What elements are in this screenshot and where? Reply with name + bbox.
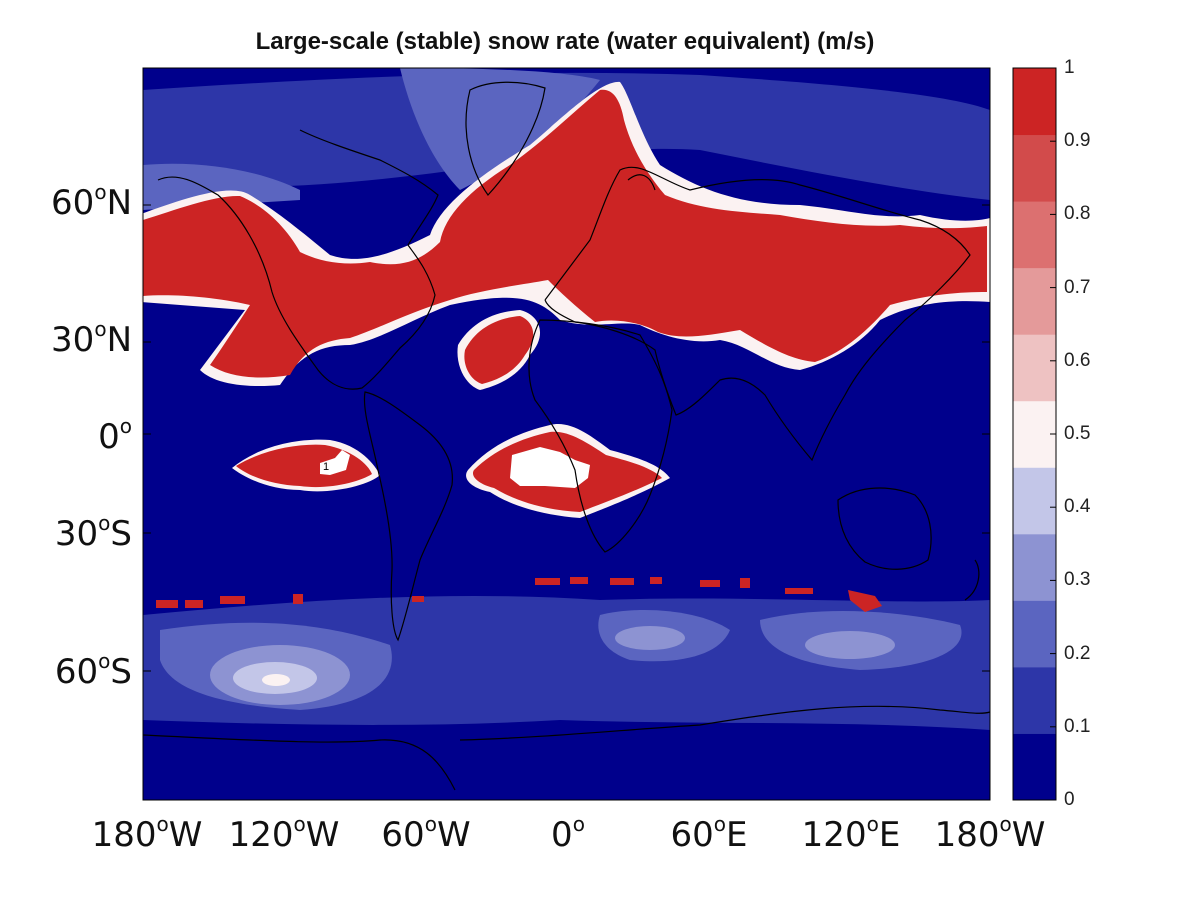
lon-label-60w: 60oW	[381, 812, 471, 855]
colorbar-segment	[1013, 134, 1056, 202]
map-title: Large-scale (stable) snow rate (water eq…	[255, 28, 875, 55]
lat-label-0: 0o	[98, 414, 132, 457]
colorbar-segment	[1013, 334, 1056, 402]
colorbar-tick-label: 0.7	[1064, 276, 1091, 298]
australia-coast	[837, 487, 932, 570]
lat-label-60s: 60oS	[54, 649, 132, 692]
lon-label-120w: 120oW	[228, 812, 340, 855]
colorbar-tick-label: 0.5	[1064, 423, 1091, 444]
north-america-coast	[157, 129, 439, 390]
lon-label-120e: 120oE	[801, 812, 901, 855]
colorbar-segment	[1013, 400, 1056, 468]
colorbar-tick-label: 0.6	[1064, 349, 1091, 371]
contour-label: 1	[323, 461, 329, 473]
southern-patches	[156, 577, 882, 612]
lon-label-180w-right: 180oW	[934, 812, 1046, 855]
colorbar-segment	[1013, 68, 1056, 136]
lat-label-60n: 60oN	[51, 180, 132, 223]
north-pacific-band	[143, 89, 987, 378]
snow-maximum-areas	[320, 447, 590, 488]
greenland-coast	[465, 81, 546, 196]
colorbar-segment	[1013, 533, 1056, 601]
map-plot-area: 1	[141, 67, 991, 801]
lon-label-180w-left: 180oW	[91, 812, 203, 855]
atlantic-patch	[464, 316, 534, 384]
colorbar-segment	[1013, 733, 1056, 801]
colorbar-segment	[1013, 467, 1056, 535]
colorbar-segment	[1013, 267, 1056, 335]
antarctica-coast	[142, 705, 991, 791]
lon-label-0: 0o	[551, 812, 585, 855]
colorbar-tick-label: 0.8	[1064, 203, 1091, 225]
colorbar-tick-label: 0.3	[1064, 569, 1091, 591]
map-tick-marks	[143, 204, 990, 672]
lat-label-30s: 30oS	[54, 511, 132, 554]
colorbar-tick-label: 0.9	[1064, 130, 1091, 152]
lon-label-60e: 60oE	[670, 812, 748, 855]
colorbar-tick-label: 0.1	[1064, 715, 1091, 737]
south-america-coast	[363, 391, 453, 642]
lat-label-30n: 30oN	[51, 317, 132, 360]
colorbar-segment	[1013, 201, 1056, 269]
eurasia-coast	[544, 166, 971, 462]
coastlines	[142, 81, 991, 791]
colorbar	[1012, 67, 1057, 801]
colorbar-segment	[1013, 666, 1056, 734]
colorbar-tick-label: 1	[1064, 57, 1075, 78]
colorbar-tick-label: 0.2	[1064, 642, 1091, 664]
africa-coast	[528, 319, 673, 553]
colorbar-segment	[1013, 600, 1056, 668]
colorbar-tick-label: 0	[1064, 789, 1075, 810]
colorbar-tick-label: 0.4	[1064, 496, 1091, 518]
